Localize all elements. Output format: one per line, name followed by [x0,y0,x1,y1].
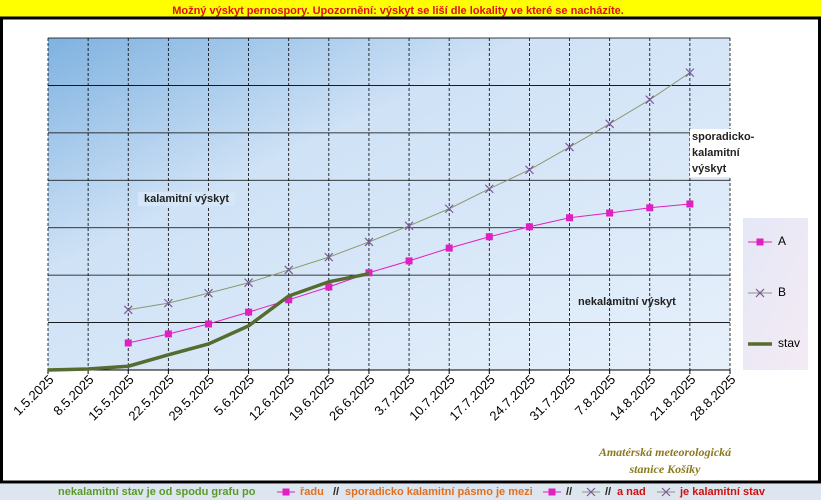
legend-label: A [778,234,786,248]
footer-text: řadu [300,486,324,498]
legend-label: B [778,285,786,299]
marker [524,165,534,175]
marker [661,487,671,497]
marker [163,298,173,308]
marker [325,283,333,291]
footer-text: sporadicko kalamitní pásmo je mezi [345,486,533,498]
footer-text: nekalamitní stav je od spodu grafu po [58,486,256,498]
banner: Možný výskyt pernospory. Upozornění: výs… [172,5,624,17]
annotation: sporadicko-kalamitní výskyt [690,129,758,177]
series-line [47,272,370,372]
marker [525,223,533,231]
marker [204,320,212,328]
marker [285,296,293,304]
marker [586,487,596,497]
marker [686,200,694,208]
marker [548,488,556,496]
marker [756,238,764,246]
marker [324,252,334,262]
marker [685,68,695,78]
marker [245,308,253,316]
marker [605,119,615,129]
footer-text: je kalamitní stav [679,486,766,498]
marker [485,233,493,241]
legend-label: stav [778,336,800,350]
footer-text: // [566,486,572,498]
marker [405,257,413,265]
banner-bg [0,0,821,18]
marker [404,221,414,231]
credit-line: stanice Košíky [629,462,701,476]
marker [164,330,172,338]
marker [646,204,654,212]
marker [484,184,494,194]
footer-text: // [333,486,339,498]
marker [445,244,453,252]
annotation: kalamitní výskyt [138,192,235,206]
marker [282,488,290,496]
marker [124,339,132,347]
marker [365,269,373,277]
marker [565,142,574,152]
marker [444,204,454,214]
marker [566,214,574,222]
marker [755,288,765,298]
footer-text: a nad [617,486,646,498]
footer-text: // [605,486,611,498]
marker [284,265,294,275]
marker [606,209,614,217]
marker [123,305,133,315]
marker [244,278,254,288]
credit-line: Amatérská meteorologická [598,445,732,459]
marker [645,95,655,105]
marker [364,237,374,247]
annotation: nekalamitní výskyt [578,296,676,308]
footer-bg [0,484,821,500]
marker [204,288,213,298]
credit: Amatérská meteorologická stanice Košíky [560,444,770,478]
